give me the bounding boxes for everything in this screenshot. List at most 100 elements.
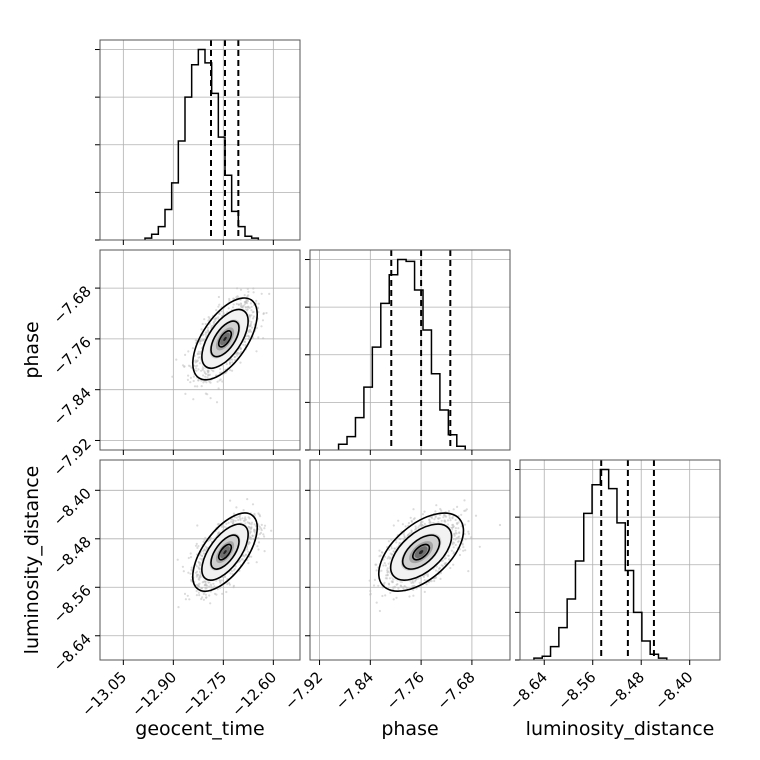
sample-point [252,317,255,320]
sample-point [247,550,250,553]
sample-point [247,543,250,546]
sample-point [216,380,219,383]
sample-point [184,353,187,356]
sample-point [250,305,253,308]
sample-point [204,372,208,376]
sample-point [238,515,241,518]
sample-point [201,339,204,342]
sample-point [198,594,201,597]
sample-point [457,540,460,543]
sample-point [231,369,234,372]
sample-point [410,520,413,523]
sample-point [244,306,247,309]
sample-point [415,527,418,530]
sample-point [192,398,195,401]
sample-point [227,521,230,524]
sample-point [498,523,502,527]
contour-line [191,297,259,381]
sample-point [209,536,212,540]
sample-point [197,573,200,576]
sample-point [239,288,243,291]
sample-point [233,358,237,362]
sample-point [260,527,263,530]
sample-point [231,306,235,309]
sample-point [262,312,265,316]
sample-point [243,294,246,297]
sample-point [252,291,255,294]
sample-point [239,352,242,355]
sample-point [217,316,220,319]
sample-point [375,569,378,572]
sample-point [205,596,208,599]
sample-point [404,525,407,528]
sample-point [402,587,405,590]
sample-point [257,302,260,305]
sample-point [406,587,409,590]
sample-point [194,361,197,364]
sample-point [257,528,260,531]
sample-point [239,361,242,364]
sample-point [449,519,452,522]
sample-point [382,564,385,567]
sample-point [386,573,389,577]
sample-point [205,381,208,384]
sample-point [187,364,191,367]
sample-point [217,295,220,299]
sample-point [440,519,443,522]
sample-point [220,525,224,529]
x-tick-label: −7.68 [434,668,479,713]
sample-point [258,525,261,529]
sample-point [250,320,253,324]
sample-point [458,532,461,535]
contour-line [389,523,453,581]
sample-point [197,379,200,382]
sample-point [467,532,470,535]
sample-point [451,523,455,527]
sample-point [235,354,239,357]
sample-point [409,516,412,519]
sample-point [176,558,179,561]
sample-point [195,594,198,597]
sample-point [199,340,202,343]
sample-point [197,583,200,586]
sample-point [247,338,250,341]
sample-point [423,510,426,513]
sample-point [423,579,426,582]
sample-point [418,581,421,584]
sample-point [171,375,174,378]
sample-point [460,513,463,516]
sample-point [388,583,391,586]
sample-point [196,385,199,388]
sample-point [430,516,433,519]
sample-point [384,564,387,567]
sample-point [187,350,190,353]
y-tick-label: −8.64 [50,630,95,675]
sample-point [195,583,198,587]
sample-point [369,593,372,596]
sample-point [238,560,241,563]
sample-point [197,545,200,548]
sample-point [207,369,210,372]
sample-point [198,352,201,355]
sample-point [229,572,232,575]
sample-point [387,562,390,565]
x-tick-label: −8.56 [554,668,599,713]
sample-point [200,385,203,388]
sample-point [195,575,198,578]
sample-point [414,580,417,583]
sample-point [451,516,454,519]
sample-point [242,343,245,346]
sample-point [384,594,387,597]
sample-point [230,520,233,523]
sample-point [449,566,452,570]
sample-point [246,308,249,311]
sample-point [462,549,465,552]
sample-point [423,590,426,594]
sample-point [440,509,443,512]
sample-point [411,585,414,588]
y-tick-label: −8.48 [50,533,95,578]
sample-point [407,522,410,525]
sample-point [251,503,255,506]
sample-point [204,593,207,596]
